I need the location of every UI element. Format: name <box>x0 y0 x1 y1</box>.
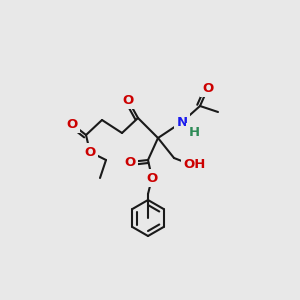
Text: O: O <box>84 146 96 158</box>
Text: O: O <box>202 82 214 94</box>
Text: O: O <box>146 172 158 184</box>
Text: N: N <box>176 116 188 128</box>
Text: OH: OH <box>184 158 206 172</box>
Text: O: O <box>122 94 134 106</box>
Text: O: O <box>124 155 136 169</box>
Text: H: H <box>188 125 200 139</box>
Text: O: O <box>66 118 78 130</box>
